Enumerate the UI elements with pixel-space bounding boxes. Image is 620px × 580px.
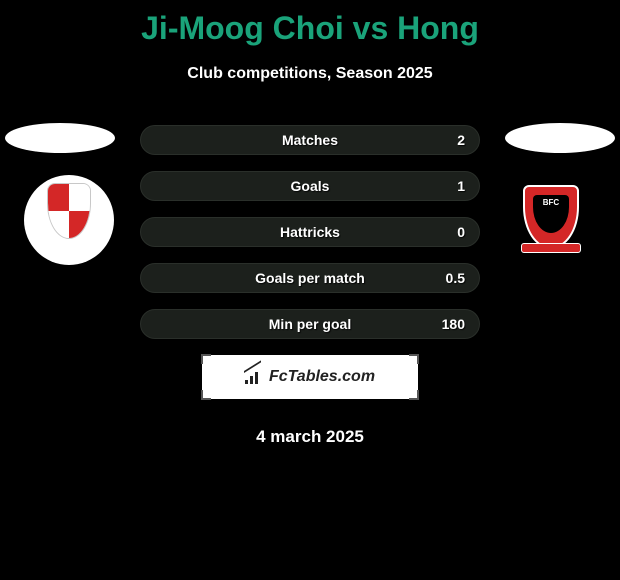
comparison-panel: BFC Matches 2 Goals 1 Hattricks 0 Goals … bbox=[0, 123, 620, 447]
stat-row: Goals per match 0.5 bbox=[140, 263, 480, 293]
stat-label: Hattricks bbox=[201, 224, 419, 240]
brand-badge: FcTables.com bbox=[202, 355, 418, 399]
club-badge-left bbox=[24, 175, 114, 265]
club-crest-left-icon bbox=[47, 183, 91, 239]
stat-right-value: 2 bbox=[419, 132, 479, 148]
date-label: 4 march 2025 bbox=[0, 427, 620, 447]
brand-text: FcTables.com bbox=[269, 368, 375, 386]
stat-row: Matches 2 bbox=[140, 125, 480, 155]
stat-row: Goals 1 bbox=[140, 171, 480, 201]
player-left-ellipse bbox=[5, 123, 115, 153]
subtitle: Club competitions, Season 2025 bbox=[0, 65, 620, 83]
stat-label: Goals bbox=[201, 178, 419, 194]
club-badge-right: BFC bbox=[506, 175, 596, 265]
stat-row: Hattricks 0 bbox=[140, 217, 480, 247]
bar-chart-icon bbox=[245, 370, 263, 384]
player-right-ellipse bbox=[505, 123, 615, 153]
stat-right-value: 180 bbox=[419, 316, 479, 332]
stat-label: Matches bbox=[201, 132, 419, 148]
stat-label: Goals per match bbox=[201, 270, 419, 286]
stat-right-value: 0 bbox=[419, 224, 479, 240]
stats-list: Matches 2 Goals 1 Hattricks 0 Goals per … bbox=[140, 123, 480, 339]
club-crest-right-icon: BFC bbox=[523, 185, 579, 249]
stat-right-value: 0.5 bbox=[419, 270, 479, 286]
stat-right-value: 1 bbox=[419, 178, 479, 194]
stat-label: Min per goal bbox=[201, 316, 419, 332]
stat-row: Min per goal 180 bbox=[140, 309, 480, 339]
page-title: Ji-Moog Choi vs Hong bbox=[0, 0, 620, 47]
